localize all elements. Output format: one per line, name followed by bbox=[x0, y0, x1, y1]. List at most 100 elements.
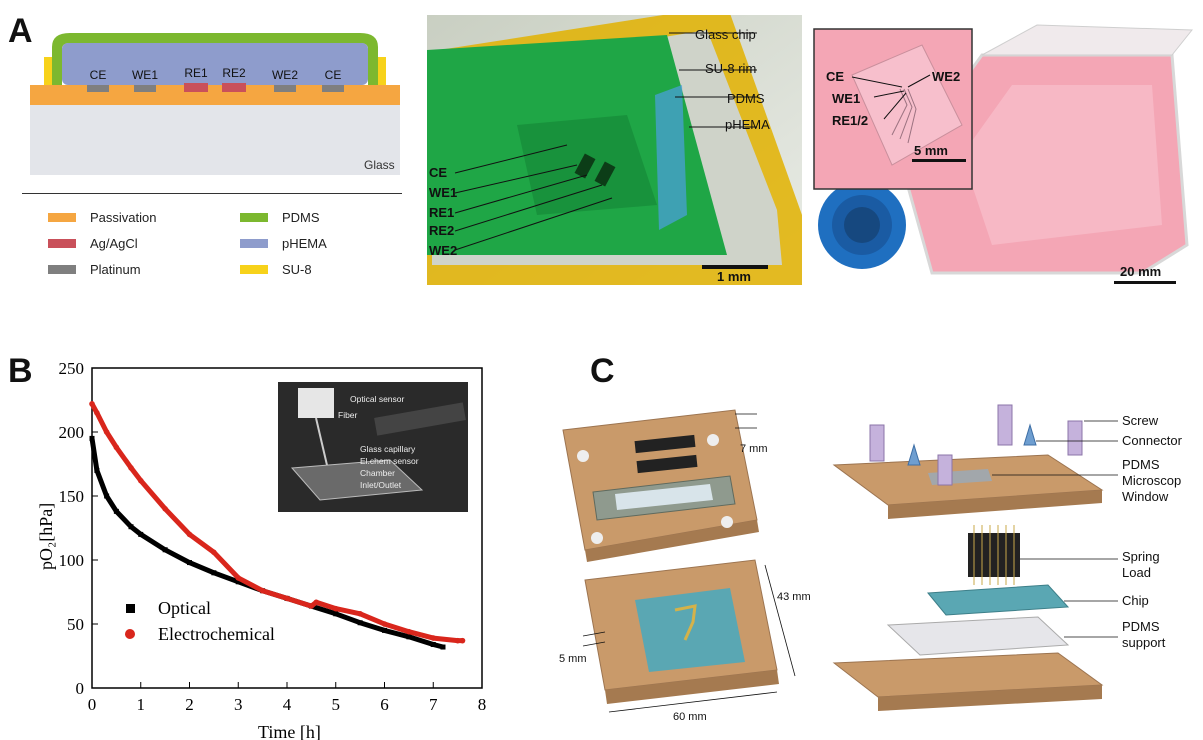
cross-section-diagram: CE WE1 RE1 RE2 WE2 CE Glass bbox=[30, 33, 400, 175]
data-point bbox=[235, 575, 242, 581]
legend-item: PDMS bbox=[240, 210, 320, 225]
holder-diagram-right: Screw Connector PDMS Microscop Window Sp… bbox=[832, 404, 1183, 711]
data-point bbox=[406, 634, 412, 640]
part-label-microscop: Microscop bbox=[1122, 473, 1181, 488]
electrode-label: WE1 bbox=[429, 185, 457, 200]
data-point bbox=[284, 595, 290, 602]
inset-label: Inlet/Outlet bbox=[360, 480, 402, 490]
data-point bbox=[138, 531, 144, 537]
electrode-label: RE2 bbox=[222, 66, 246, 80]
data-point bbox=[128, 524, 134, 530]
layer-label: SU-8 rim bbox=[705, 61, 756, 76]
inset-label: Glass capillary bbox=[360, 444, 416, 454]
dim-label: 60 mm bbox=[673, 711, 707, 723]
part-label-connector: Connector bbox=[1122, 433, 1183, 448]
po2-chart: 0 50 100 150 200 250 0 1 2 3 4 5 6 7 8 pO₂[hPa] Time … bbox=[36, 360, 486, 740]
screw-icon bbox=[869, 424, 885, 462]
holder-diagram-left: 7 mm 43 mm 5 mm 60 mm bbox=[559, 409, 811, 723]
data-point bbox=[313, 599, 320, 606]
spring-load bbox=[968, 533, 1020, 577]
inset-label: Chamber bbox=[360, 468, 395, 478]
data-point bbox=[211, 570, 217, 576]
data-point bbox=[357, 620, 363, 626]
legend-item: pHEMA bbox=[240, 236, 327, 251]
x-axis-label: Time [h] bbox=[258, 722, 321, 740]
electrode-label: CE bbox=[325, 68, 342, 82]
pt-we1 bbox=[134, 85, 156, 92]
agcl-re2 bbox=[222, 83, 246, 92]
pdms-cap bbox=[52, 33, 378, 85]
legend-item: Passivation bbox=[48, 210, 156, 225]
legend-item: Platinum bbox=[48, 262, 141, 277]
data-point bbox=[89, 401, 95, 407]
inset-label: Fiber bbox=[338, 410, 358, 420]
pt-ce1 bbox=[87, 85, 109, 92]
x-tick-label: 4 bbox=[283, 695, 292, 714]
agcl-re1 bbox=[184, 83, 208, 92]
layer-label: PDMS bbox=[727, 91, 765, 106]
data-point bbox=[211, 549, 217, 556]
y-axis-label: pO₂[hPa] bbox=[36, 503, 56, 570]
part-label-load: Load bbox=[1122, 565, 1151, 580]
connector-icon bbox=[907, 443, 921, 466]
dim-label: 43 mm bbox=[777, 591, 811, 603]
data-point bbox=[308, 603, 315, 609]
data-point bbox=[430, 641, 436, 647]
data-point bbox=[104, 493, 110, 499]
data-point bbox=[333, 611, 339, 617]
electrode-label: RE2 bbox=[429, 223, 454, 238]
y-tick-label: 250 bbox=[59, 360, 85, 378]
flask-label: WE2 bbox=[932, 69, 960, 84]
y-tick-label: 150 bbox=[59, 487, 85, 506]
dim-label: 5 mm bbox=[559, 653, 587, 665]
electrode-label: WE2 bbox=[272, 68, 298, 82]
electrode-label: CE bbox=[429, 165, 447, 180]
chart-legend: Optical Electrochemical bbox=[125, 598, 275, 644]
y-tick-label: 200 bbox=[59, 423, 85, 442]
x-tick-label: 6 bbox=[380, 695, 389, 714]
phema-layer bbox=[62, 43, 368, 85]
part-label-pdms: PDMS bbox=[1122, 457, 1160, 472]
flask-top bbox=[981, 24, 1194, 56]
part-label-window: Window bbox=[1122, 489, 1169, 504]
pt-we2 bbox=[274, 85, 296, 92]
layer-label: Glass chip bbox=[695, 27, 756, 42]
data-point bbox=[381, 621, 388, 627]
data-point bbox=[430, 635, 437, 641]
part-label-support: support bbox=[1122, 635, 1166, 650]
electrode-label: WE1 bbox=[132, 68, 158, 82]
x-tick-label: 0 bbox=[88, 695, 97, 714]
glass-substrate bbox=[30, 105, 400, 175]
x-tick-label: 3 bbox=[234, 695, 243, 714]
legend-label-optical: Optical bbox=[158, 598, 211, 618]
layer-label: pHEMA bbox=[725, 117, 770, 132]
data-point bbox=[357, 610, 363, 617]
data-point bbox=[440, 644, 446, 650]
data-point bbox=[89, 435, 95, 441]
inset-scale-bar bbox=[912, 159, 966, 162]
y-tick-label: 0 bbox=[76, 679, 85, 698]
data-point bbox=[113, 444, 120, 451]
y-tick-label: 100 bbox=[59, 551, 85, 570]
data-point bbox=[94, 467, 100, 473]
data-point bbox=[103, 429, 110, 435]
part-label-pdms-support: PDMS bbox=[1122, 619, 1160, 634]
flask-label: WE1 bbox=[832, 91, 860, 106]
inset-label: El.chem sensor bbox=[360, 456, 419, 466]
legend-item: Ag/AgCl bbox=[48, 236, 138, 251]
electrode-label: RE1 bbox=[184, 66, 208, 80]
legend-marker-electrochemical bbox=[125, 629, 135, 639]
blue-phema bbox=[655, 85, 687, 230]
glass-label: Glass bbox=[364, 158, 395, 172]
data-point bbox=[459, 637, 466, 644]
electrode-label: RE1 bbox=[429, 205, 454, 220]
data-point bbox=[137, 477, 144, 484]
dim-label: 7 mm bbox=[740, 443, 768, 455]
data-point bbox=[186, 531, 193, 538]
pt-ce2 bbox=[322, 85, 344, 92]
x-tick-label: 5 bbox=[332, 695, 341, 714]
data-point bbox=[454, 637, 461, 644]
data-point bbox=[235, 579, 241, 585]
panel-letter-c: C bbox=[590, 352, 615, 390]
electrode-label: CE bbox=[90, 68, 107, 82]
